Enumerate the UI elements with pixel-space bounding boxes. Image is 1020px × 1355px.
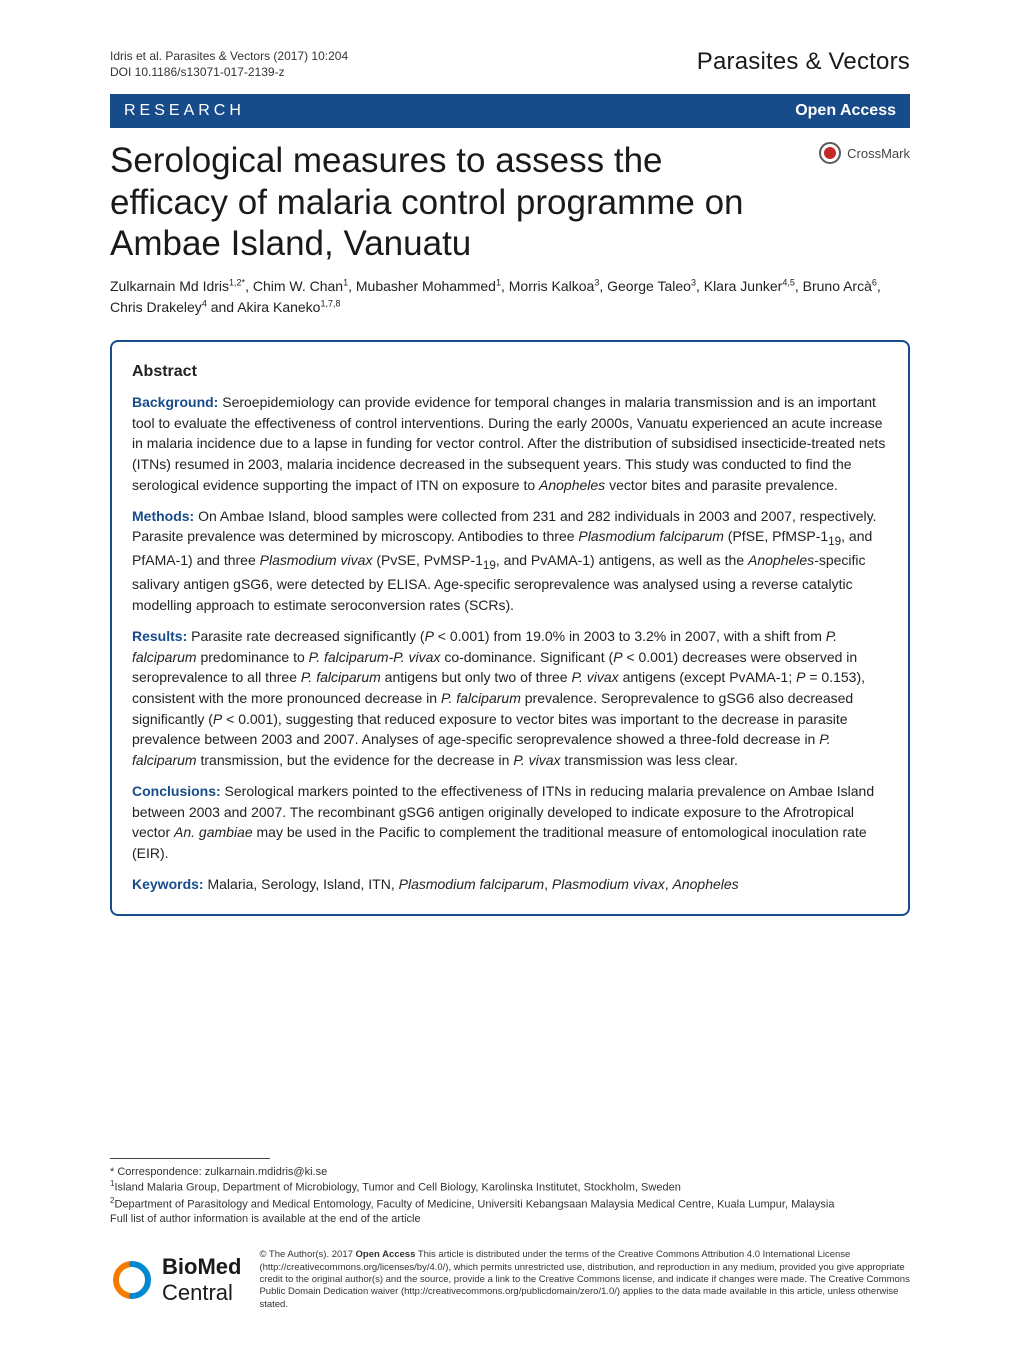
license-row: BioMed Central © The Author(s). 2017 Ope… [110, 1249, 910, 1311]
journal-brand: Parasites & Vectors [697, 48, 910, 76]
abstract-methods: Methods: On Ambae Island, blood samples … [132, 506, 888, 616]
abstract-background: Background: Seroepidemiology can provide… [132, 392, 888, 496]
bmc-text: BioMed Central [162, 1254, 241, 1306]
section-ribbon: RESEARCH Open Access [110, 94, 910, 128]
citation: Idris et al. Parasites & Vectors (2017) … [110, 48, 348, 64]
methods-body: On Ambae Island, blood samples were coll… [132, 508, 877, 614]
bmc-bold: BioMed [162, 1254, 241, 1279]
top-meta-row: Idris et al. Parasites & Vectors (2017) … [110, 48, 910, 80]
doi: DOI 10.1186/s13071-017-2139-z [110, 64, 348, 80]
article-title: Serological measures to assess the effic… [110, 140, 770, 264]
ribbon-label-right: Open Access [795, 102, 896, 120]
abstract-heading: Abstract [132, 360, 888, 384]
label-methods: Methods: [132, 508, 194, 524]
label-results: Results: [132, 628, 187, 644]
footer-rule [110, 1158, 270, 1159]
conclusions-body: Serological markers pointed to the effec… [132, 783, 874, 861]
abstract-conclusions: Conclusions: Serological markers pointed… [132, 781, 888, 864]
citation-block: Idris et al. Parasites & Vectors (2017) … [110, 48, 348, 80]
abstract-results: Results: Parasite rate decreased signifi… [132, 626, 888, 771]
license-text: © The Author(s). 2017 Open Access This a… [259, 1249, 910, 1311]
affiliation-2: 2Department of Parasitology and Medical … [110, 1196, 910, 1213]
abstract-keywords: Keywords: Malaria, Serology, Island, ITN… [132, 874, 888, 895]
label-background: Background: [132, 394, 218, 410]
bmc-light: Central [162, 1280, 233, 1305]
ribbon-label-left: RESEARCH [124, 102, 245, 120]
crossmark-icon [819, 142, 841, 164]
background-italic: Anopheles [539, 477, 605, 493]
biomed-central-logo: BioMed Central [110, 1254, 241, 1306]
full-author-list-note: Full list of author information is avail… [110, 1212, 910, 1227]
corr-email: * Correspondence: zulkarnain.mdidris@ki.… [110, 1165, 910, 1180]
authors: Zulkarnain Md Idris1,2*, Chim W. Chan1, … [110, 276, 910, 318]
abstract-box: Abstract Background: Seroepidemiology ca… [110, 340, 910, 916]
footer: * Correspondence: zulkarnain.mdidris@ki.… [110, 1158, 910, 1311]
keywords-body: Malaria, Serology, Island, ITN, Plasmodi… [204, 876, 739, 892]
results-body: Parasite rate decreased significantly (P… [132, 628, 865, 768]
label-conclusions: Conclusions: [132, 783, 221, 799]
crossmark-badge[interactable]: CrossMark [819, 142, 910, 164]
bmc-mark-icon [110, 1258, 154, 1302]
background-tail: vector bites and parasite prevalence. [605, 477, 838, 493]
affiliation-1: 1Island Malaria Group, Department of Mic… [110, 1179, 910, 1196]
title-row: Serological measures to assess the effic… [110, 132, 910, 276]
correspondence-block: * Correspondence: zulkarnain.mdidris@ki.… [110, 1165, 910, 1228]
crossmark-label: CrossMark [847, 146, 910, 161]
label-keywords: Keywords: [132, 876, 204, 892]
